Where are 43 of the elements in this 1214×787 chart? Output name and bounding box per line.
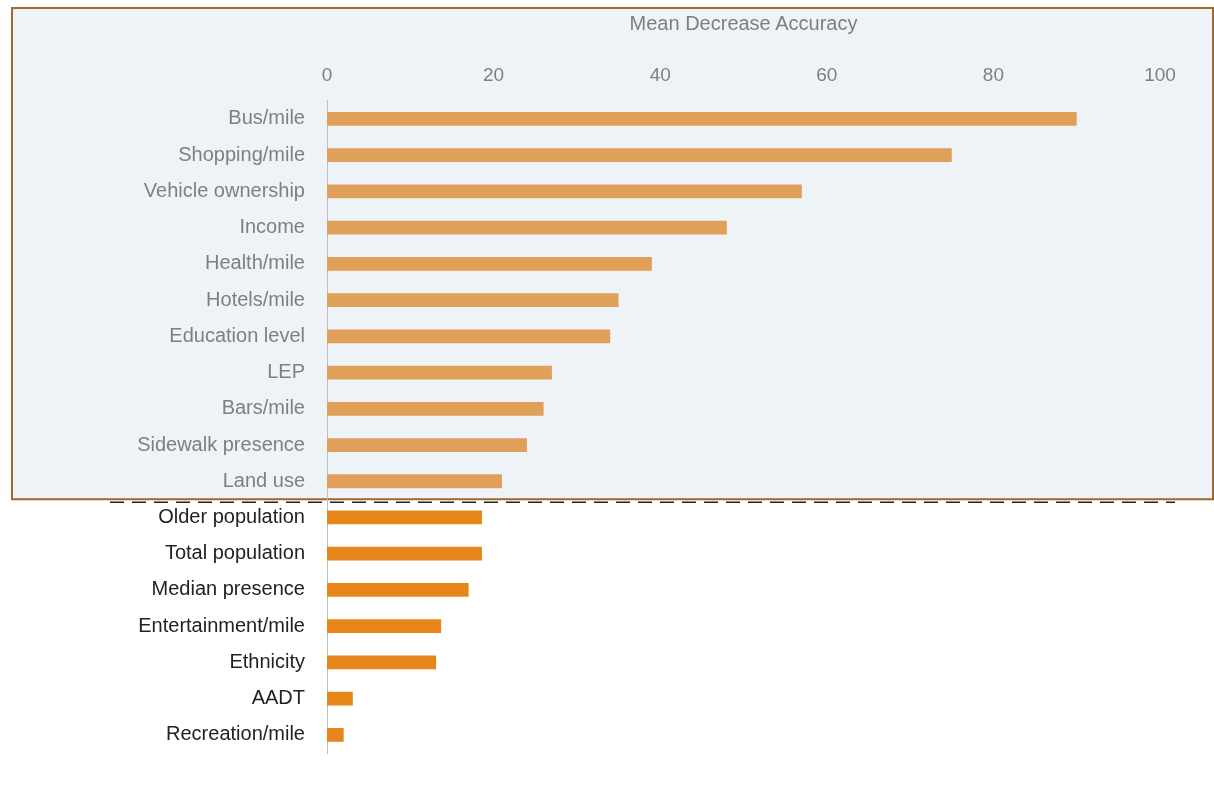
- bar: [327, 293, 619, 307]
- bar: [327, 329, 611, 344]
- bar: [327, 583, 469, 597]
- y-tick-label: Sidewalk presence: [137, 432, 305, 455]
- bar: [327, 546, 482, 561]
- bar: [327, 220, 727, 235]
- bar: [327, 510, 482, 525]
- bar: [327, 474, 502, 489]
- y-tick-label: Health/mile: [204, 251, 305, 274]
- bar: [327, 184, 802, 199]
- bar: [327, 365, 552, 380]
- y-tick-label: Entertainment/mile: [138, 613, 305, 636]
- bar: [327, 728, 344, 742]
- x-tick-label: 100: [1144, 63, 1176, 85]
- x-tick-label: 40: [649, 63, 671, 85]
- bar: [327, 655, 437, 670]
- x-tick-label: 0: [321, 63, 333, 85]
- bar: [327, 112, 1077, 126]
- y-tick-label: LEP: [267, 360, 305, 383]
- y-tick-label: Bars/mile: [221, 396, 305, 419]
- x-tick-label: 20: [483, 63, 505, 85]
- x-tick-label: 60: [816, 63, 838, 85]
- y-tick-label: Median presence: [151, 577, 305, 600]
- y-tick-label: Hotels/mile: [206, 287, 305, 310]
- y-tick-label: Recreation/mile: [166, 722, 305, 745]
- y-tick-label: Older population: [158, 505, 305, 527]
- bar: [327, 256, 652, 271]
- bar: [327, 619, 442, 634]
- y-tick-label: Shopping/mile: [178, 142, 305, 165]
- bar: [327, 401, 544, 416]
- y-tick-label: AADT: [251, 686, 305, 709]
- y-tick-label: Vehicle ownership: [143, 178, 305, 201]
- bar: [327, 691, 353, 706]
- x-tick-label: 80: [982, 63, 1004, 85]
- bar: [327, 438, 527, 452]
- x-axis-title: Mean Decrease Accuracy: [629, 11, 858, 34]
- y-tick-label: Ethnicity: [229, 649, 305, 672]
- y-tick-label: Land use: [222, 468, 305, 491]
- y-tick-label: Income: [239, 215, 305, 238]
- y-tick-label: Total population: [164, 541, 305, 564]
- y-tick-label: Bus/mile: [228, 106, 305, 129]
- bar: [327, 148, 952, 163]
- y-tick-label: Education level: [169, 323, 305, 346]
